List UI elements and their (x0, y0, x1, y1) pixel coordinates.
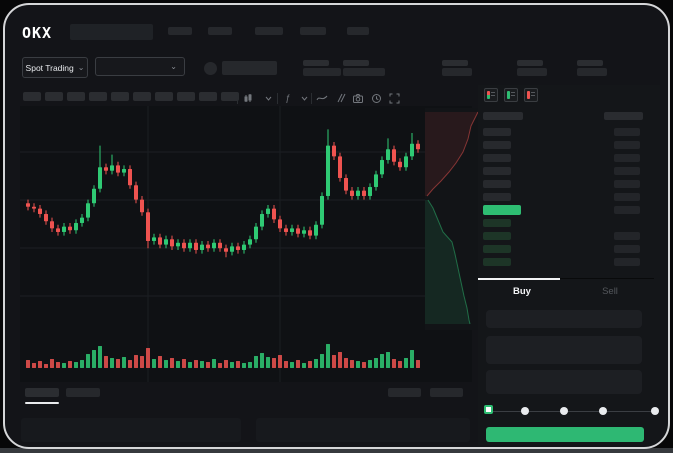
orderbook (478, 125, 660, 268)
slider-dot[interactable] (651, 407, 659, 415)
drawing-tool-placeholder[interactable] (133, 92, 151, 101)
chevron-down-icon[interactable] (297, 92, 311, 104)
orderbook-ask-row[interactable] (478, 164, 660, 177)
okx-logo: OKX (22, 24, 53, 42)
price-input[interactable] (486, 310, 642, 328)
orderbook-ask-row[interactable] (478, 177, 660, 190)
stat-label-placeholder (517, 60, 543, 66)
line-type-icon[interactable] (315, 92, 329, 104)
stat-label-placeholder (577, 60, 603, 66)
orderbook-bid-row[interactable] (478, 255, 660, 268)
chevron-down-icon: ⌄ (77, 62, 85, 72)
orderbook-ask-row[interactable] (478, 125, 660, 138)
amount-column-header-placeholder (604, 112, 643, 120)
bottom-action-placeholder[interactable] (388, 388, 421, 397)
fullscreen-icon[interactable] (387, 92, 401, 104)
chevron-down-icon[interactable] (261, 92, 275, 104)
drawing-tool-placeholder[interactable] (221, 92, 239, 101)
nav-item-placeholder[interactable] (347, 27, 369, 35)
stat-value-placeholder (303, 68, 341, 76)
chevron-down-icon: ⌄ (170, 61, 177, 71)
market-type-select[interactable]: Spot Trading ⌄ (22, 57, 88, 78)
orders-panel-placeholder (21, 418, 241, 442)
stat-label-placeholder (442, 60, 468, 66)
stat-label-placeholder (343, 60, 369, 66)
stat-label-placeholder (303, 60, 329, 66)
drawing-tool-placeholder[interactable] (111, 92, 129, 101)
stat-value-placeholder (577, 68, 607, 76)
pair-name-placeholder (222, 61, 277, 75)
slider-dot[interactable] (560, 407, 568, 415)
nav-item-placeholder[interactable] (255, 27, 283, 35)
orderbook-ask-row[interactable] (478, 138, 660, 151)
drawing-tool-placeholder[interactable] (67, 92, 85, 101)
slider-dot[interactable] (521, 407, 529, 415)
drawing-tool-placeholder[interactable] (177, 92, 195, 101)
orderbook-ask-row[interactable] (478, 190, 660, 203)
pair-select[interactable]: ⌄ (95, 57, 185, 76)
bottom-tab-placeholder[interactable] (25, 388, 59, 397)
drawing-tool-placeholder[interactable] (23, 92, 41, 101)
draw-tools-icon[interactable] (333, 92, 347, 104)
candlestick-chart (20, 106, 472, 382)
active-bottom-tab-indicator (25, 402, 59, 404)
coin-icon (204, 62, 217, 75)
buy-submit-button[interactable] (486, 427, 644, 442)
orderbook-header (478, 112, 660, 120)
drawing-tool-placeholder[interactable] (199, 92, 217, 101)
nav-item-placeholder[interactable] (168, 27, 192, 35)
slider-dot[interactable] (599, 407, 607, 415)
depth-chart (425, 108, 478, 330)
active-tab-indicator (478, 278, 560, 280)
amount-slider-track[interactable] (490, 411, 656, 412)
book-asks-view-icon[interactable] (524, 88, 538, 102)
orderbook-bid-row[interactable] (478, 242, 660, 255)
bottom-action-placeholder[interactable] (430, 388, 463, 397)
stat-value-placeholder (442, 68, 472, 76)
device-base (0, 448, 673, 453)
bottom-tab-placeholder[interactable] (66, 388, 100, 397)
orderbook-ask-row[interactable] (478, 151, 660, 164)
drawing-tool-placeholder[interactable] (155, 92, 173, 101)
book-bids-view-icon[interactable] (504, 88, 518, 102)
nav-item-placeholder[interactable] (208, 27, 232, 35)
stat-value-placeholder (343, 68, 385, 76)
indicators-icon[interactable]: ƒ (285, 93, 291, 103)
interval-icon[interactable] (241, 92, 255, 104)
total-input[interactable] (486, 370, 642, 394)
time-icon[interactable] (369, 92, 383, 104)
book-split-view-icon[interactable] (484, 88, 498, 102)
price-column-header-placeholder (483, 112, 523, 120)
camera-icon[interactable] (351, 92, 365, 104)
slider-dot[interactable] (484, 405, 493, 414)
trade-tabs: Buy Sell (478, 278, 654, 305)
nav-item-placeholder[interactable] (300, 27, 326, 35)
drawing-tool-placeholder[interactable] (45, 92, 63, 101)
orderbook-current-price-row[interactable] (478, 203, 660, 216)
stat-value-placeholder (517, 68, 547, 76)
tab-buy[interactable]: Buy (513, 286, 531, 297)
orderbook-bid-row[interactable] (478, 229, 660, 242)
trade-sidebar: Buy Sell (478, 85, 660, 445)
tab-sell[interactable]: Sell (602, 286, 618, 297)
trading-app-window: OKX Spot Trading ⌄ ⌄ (3, 3, 670, 449)
market-type-label: Spot Trading (25, 62, 74, 73)
drawing-tool-placeholder[interactable] (89, 92, 107, 101)
search-placeholder[interactable] (70, 24, 153, 40)
history-panel-placeholder (256, 418, 470, 442)
amount-input[interactable] (486, 336, 642, 364)
orderbook-bid-row[interactable] (478, 216, 660, 229)
